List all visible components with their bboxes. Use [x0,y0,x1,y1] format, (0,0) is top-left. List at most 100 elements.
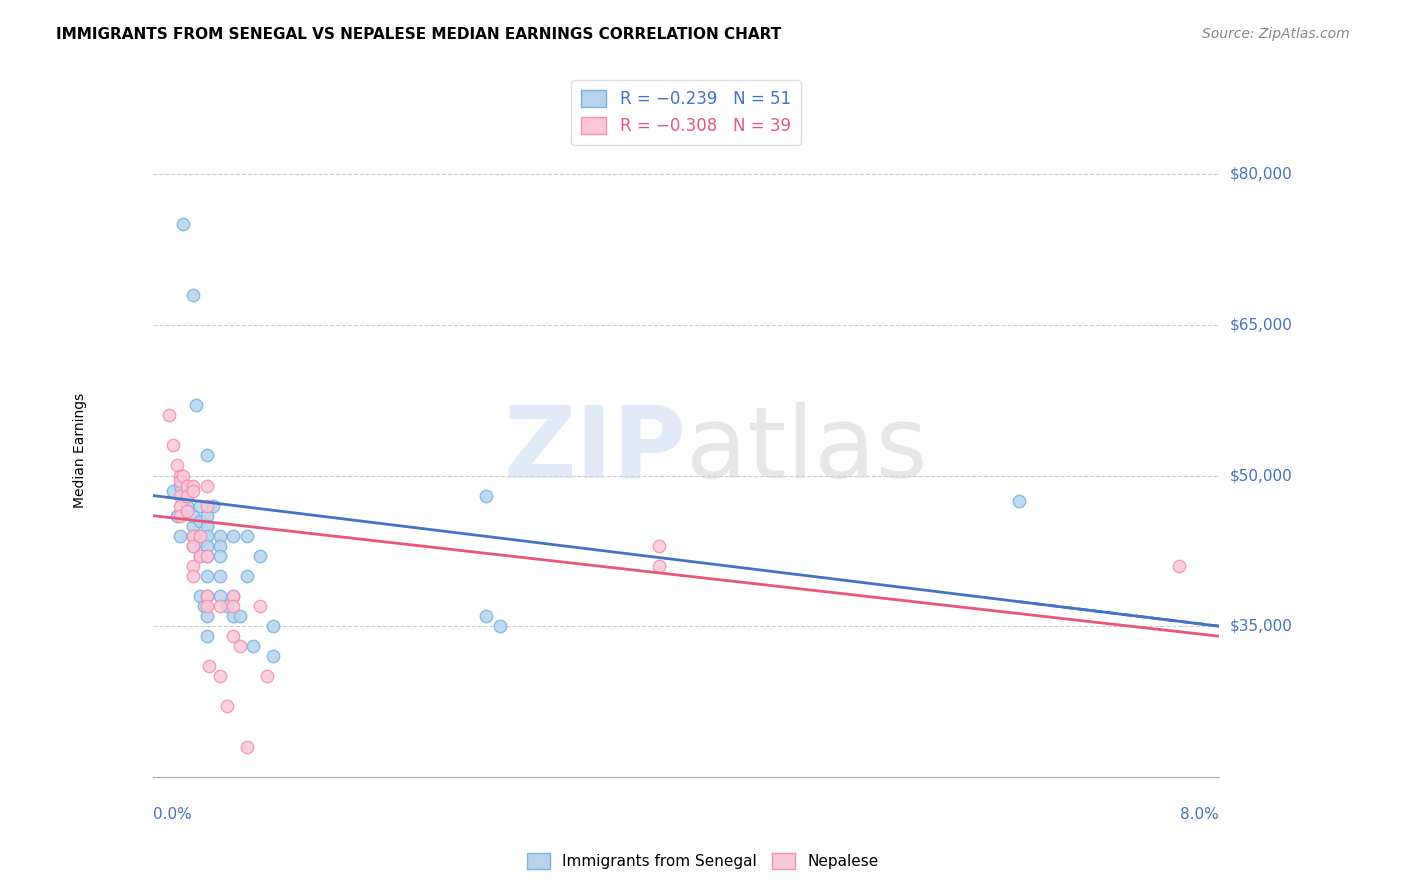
Point [648,539,671,553]
Point [222,589,245,603]
Point [184,398,207,412]
Point [262,649,284,664]
Point [222,529,245,543]
Point [169,478,191,492]
Point [249,599,271,613]
Point [235,569,257,583]
Point [169,489,191,503]
Point [195,549,218,563]
Point [176,478,198,492]
Point [181,518,204,533]
Point [222,609,245,624]
Point [195,569,218,583]
Point [648,558,671,573]
Point [172,468,194,483]
Point [188,529,211,543]
Text: atlas: atlas [686,402,928,499]
Point [188,549,211,563]
Text: $65,000: $65,000 [1229,318,1292,333]
Point [181,539,204,553]
Point [181,508,204,523]
Point [222,599,245,613]
Point [256,669,278,683]
Point [195,589,218,603]
Point [169,468,191,483]
Text: Source: ZipAtlas.com: Source: ZipAtlas.com [1202,27,1350,41]
Point [172,218,194,232]
Text: 0.0%: 0.0% [153,807,193,822]
Point [198,659,221,673]
Point [195,609,218,624]
Point [162,483,184,498]
Point [195,539,218,553]
Text: Median Earnings: Median Earnings [73,392,87,508]
Point [208,589,231,603]
Point [166,508,188,523]
Legend: Immigrants from Senegal, Nepalese: Immigrants from Senegal, Nepalese [522,847,884,875]
Point [242,639,264,653]
Text: $50,000: $50,000 [1229,468,1292,483]
Point [181,483,204,498]
Point [195,589,218,603]
Point [181,539,204,553]
Point [229,609,252,624]
Text: 8.0%: 8.0% [1180,807,1219,822]
Point [195,478,218,492]
Point [181,558,204,573]
Point [229,639,252,653]
Point [208,599,231,613]
Point [235,529,257,543]
Point [188,533,211,548]
Point [169,499,191,513]
Point [181,529,204,543]
Point [215,699,238,714]
Text: $80,000: $80,000 [1229,167,1292,182]
Point [193,599,215,613]
Point [188,514,211,528]
Point [195,529,218,543]
Point [181,529,204,543]
Point [195,599,218,613]
Point [208,569,231,583]
Point [475,489,498,503]
Legend: R = −0.239   N = 51, R = −0.308   N = 39: R = −0.239 N = 51, R = −0.308 N = 39 [571,80,801,145]
Point [162,438,184,452]
Point [188,499,211,513]
Point [195,629,218,643]
Point [195,449,218,463]
Text: IMMIGRANTS FROM SENEGAL VS NEPALESE MEDIAN EARNINGS CORRELATION CHART: IMMIGRANTS FROM SENEGAL VS NEPALESE MEDI… [56,27,782,42]
Point [176,503,198,517]
Point [169,529,191,543]
Point [208,669,231,683]
Point [208,529,231,543]
Point [169,508,191,523]
Point [181,569,204,583]
Point [222,629,245,643]
Point [195,518,218,533]
Point [176,499,198,513]
Point [249,549,271,563]
Point [208,549,231,563]
Point [176,503,198,517]
Point [1008,493,1031,508]
Text: $35,000: $35,000 [1229,619,1292,633]
Point [176,489,198,503]
Point [235,739,257,754]
Point [169,474,191,488]
Point [181,287,204,301]
Point [157,409,180,423]
Point [195,549,218,563]
Point [188,589,211,603]
Point [208,539,231,553]
Point [181,478,204,492]
Point [215,599,238,613]
Point [202,499,225,513]
Point [475,609,498,624]
Point [222,589,245,603]
Point [195,508,218,523]
Point [195,499,218,513]
Point [188,549,211,563]
Point [488,619,510,633]
Point [1167,558,1189,573]
Point [188,529,211,543]
